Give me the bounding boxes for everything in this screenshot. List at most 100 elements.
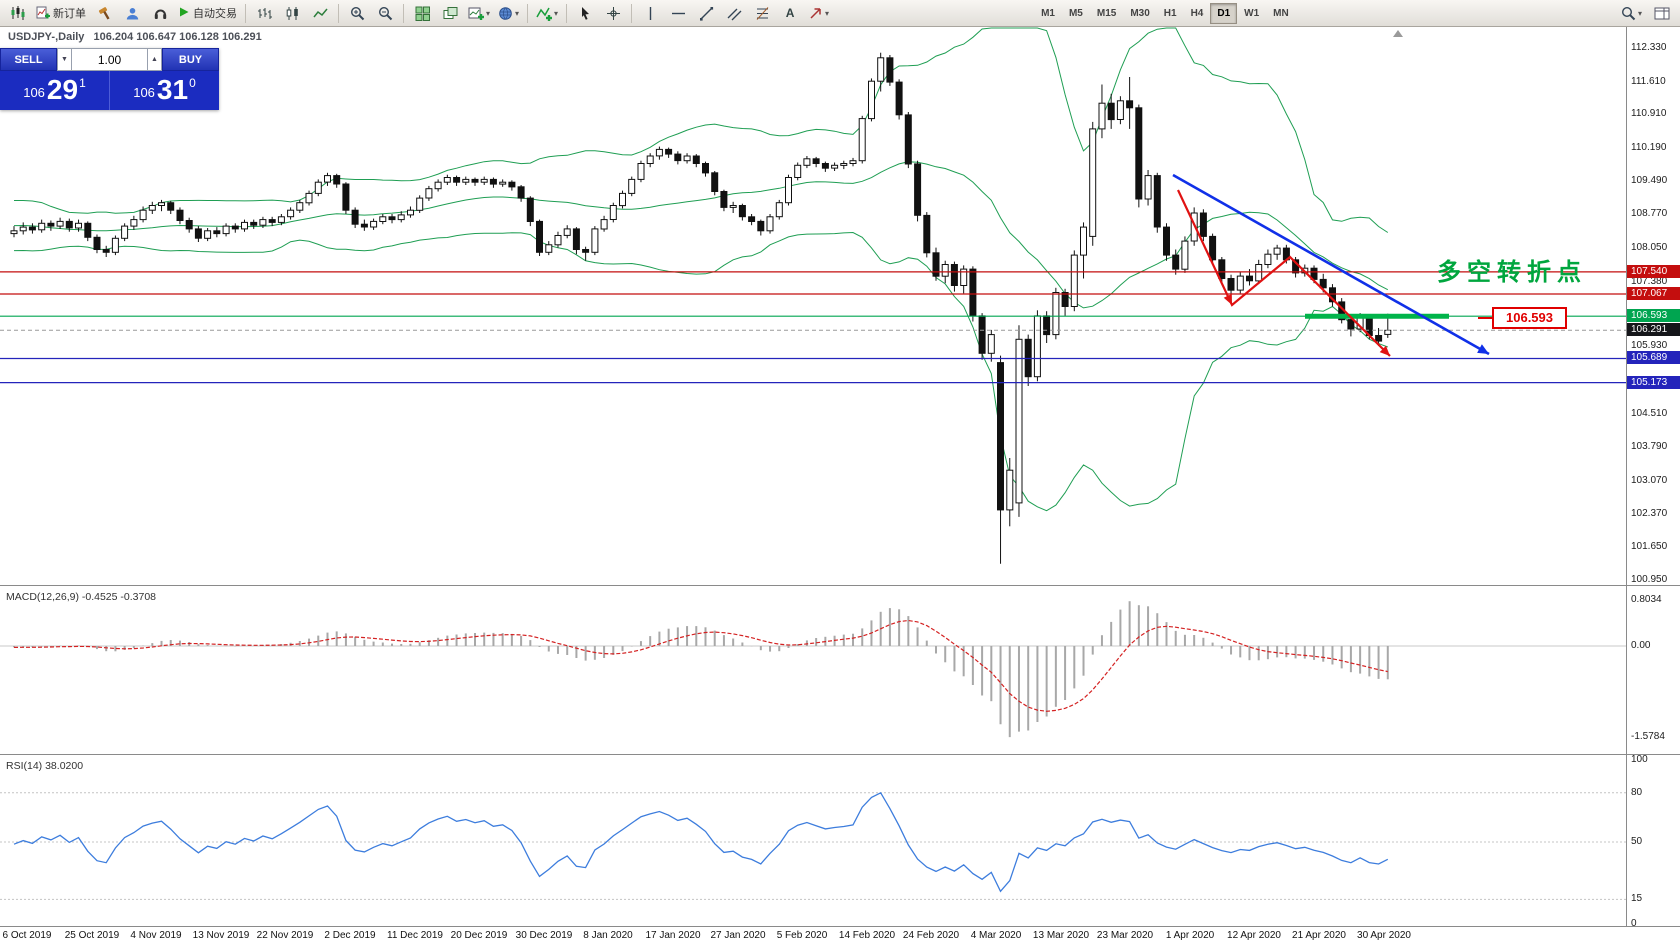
- one-click-trading-panel: SELL ▼ 1.00 ▲ BUY 106 29 1 106 31 0: [0, 48, 219, 110]
- price-tick: 107.380: [1631, 276, 1668, 287]
- price-badge: 106.291: [1627, 323, 1680, 336]
- new-chart-button[interactable]: ▾: [465, 2, 493, 24]
- toolbar-separator: [631, 3, 633, 23]
- profiles-icon[interactable]: ▾: [495, 2, 522, 24]
- contacts-icon[interactable]: [119, 2, 145, 24]
- sell-price[interactable]: 106 29 1: [0, 71, 109, 110]
- date-label: 8 Jan 2020: [583, 930, 633, 941]
- new-order-button[interactable]: 新订单: [33, 2, 89, 24]
- date-label: 1 Apr 2020: [1165, 930, 1215, 941]
- volume-increase-button[interactable]: ▲: [147, 48, 162, 71]
- auto-trading-label: 自动交易: [193, 8, 237, 20]
- tools-hammer-icon[interactable]: [91, 2, 117, 24]
- cursor-tool-icon[interactable]: [572, 2, 598, 24]
- candles: [10, 52, 1392, 564]
- turning-point-annotation[interactable]: 多空转折点: [1437, 259, 1587, 286]
- price-tick: 110.910: [1631, 108, 1667, 119]
- app-icon: [5, 2, 31, 24]
- cascade-windows-icon[interactable]: [437, 2, 463, 24]
- panels-layout-icon[interactable]: [1649, 2, 1675, 24]
- zoom-in-icon[interactable]: [344, 2, 370, 24]
- scroll-marker-icon[interactable]: [1393, 30, 1403, 37]
- date-label: 12 Apr 2020: [1227, 930, 1281, 941]
- horizontal-line-tool-icon[interactable]: [665, 2, 691, 24]
- timeframe-button-M1[interactable]: M1: [1041, 7, 1055, 19]
- toolbar: 新订单 自动交易: [0, 0, 1680, 27]
- zoom-out-icon[interactable]: [372, 2, 398, 24]
- arrowhead: [1379, 345, 1390, 356]
- timeframe-button-M5[interactable]: M5: [1068, 7, 1083, 19]
- date-label: 5 Feb 2020: [776, 930, 828, 941]
- timeframe-button-H1[interactable]: H1: [1163, 7, 1177, 19]
- date-label: 6 Oct 2019: [2, 930, 52, 941]
- price-badge: 107.067: [1627, 287, 1680, 300]
- red-trend-arrows[interactable]: [1177, 189, 1391, 357]
- price-tick: 111.610: [1631, 76, 1666, 87]
- price-tick: 108.770: [1631, 208, 1668, 219]
- crosshair-tool-icon[interactable]: [600, 2, 626, 24]
- sell-button[interactable]: SELL: [0, 48, 57, 71]
- bollinger-lower-band: [13, 231, 1388, 512]
- chevron-down-icon: ▾: [825, 8, 830, 18]
- fibonacci-tool-icon[interactable]: [749, 2, 775, 24]
- bollinger-middle-band: [13, 161, 1389, 309]
- price-tick: 103.070: [1631, 475, 1668, 486]
- indicators-button[interactable]: ▾: [533, 2, 561, 24]
- chevron-down-icon: ▾: [1637, 8, 1642, 18]
- price-tick: 101.650: [1631, 541, 1668, 552]
- buy-price[interactable]: 106 31 0: [110, 71, 219, 110]
- support-headset-icon[interactable]: [147, 2, 173, 24]
- bar-chart-mode-icon[interactable]: [251, 2, 277, 24]
- date-label: 23 Mar 2020: [1096, 930, 1154, 941]
- macd-indicator-label: MACD(12,26,9) -0.4525 -0.3708: [6, 591, 156, 603]
- auto-trading-button[interactable]: 自动交易: [175, 2, 240, 24]
- arrows-tool-icon[interactable]: ▾: [805, 2, 832, 24]
- price-tick: 112.330: [1631, 42, 1667, 53]
- blue-trend-arrow[interactable]: [1172, 173, 1490, 356]
- vertical-line-tool-icon[interactable]: [637, 2, 663, 24]
- arrowhead: [1223, 294, 1232, 305]
- date-label: 13 Nov 2019: [192, 930, 250, 941]
- trendline-tool-icon[interactable]: [693, 2, 719, 24]
- date-label: 14 Feb 2020: [838, 930, 896, 941]
- buy-price-point: 0: [189, 76, 196, 90]
- price-tick: 100.950: [1631, 574, 1668, 585]
- timeframe-button-MN[interactable]: MN: [1273, 7, 1289, 19]
- ohlc-values: 106.204 106.647 106.128 106.291: [93, 31, 262, 43]
- toolbar-separator: [566, 3, 568, 23]
- date-axis[interactable]: 6 Oct 2019 25 Oct 2019 4 Nov 2019 13 Nov 20…: [0, 928, 1626, 948]
- channel-tool-icon[interactable]: [721, 2, 747, 24]
- rsi-indicator-label: RSI(14) 38.0200: [6, 760, 84, 772]
- timeframe-button-D1[interactable]: D1: [1210, 2, 1238, 24]
- date-label: 2 Dec 2019: [324, 930, 376, 941]
- price-badge: 105.173: [1627, 376, 1680, 389]
- text-label-tool-icon[interactable]: A: [785, 6, 795, 20]
- timeframe-button-M30[interactable]: M30: [1130, 7, 1150, 19]
- price-tag-label[interactable]: 106.593: [1492, 307, 1567, 329]
- candlestick-mode-icon[interactable]: [279, 2, 305, 24]
- toolbar-separator: [338, 3, 339, 23]
- timeframe-button-M15[interactable]: M15: [1096, 7, 1117, 19]
- search-icon[interactable]: ▾: [1618, 2, 1645, 24]
- buy-button[interactable]: BUY: [162, 48, 219, 71]
- chevron-down-icon: ▾: [554, 8, 559, 18]
- timeframe-button-W1[interactable]: W1: [1244, 7, 1260, 19]
- toolbar-right-group: ▾: [1618, 2, 1675, 24]
- toolbar-separator: [527, 3, 529, 23]
- timeframe-toolbar: M1 M5 M15 M30 H1 H4 D1 W1 MN: [1034, 2, 1296, 24]
- tile-windows-icon[interactable]: [409, 2, 435, 24]
- line-chart-mode-icon[interactable]: [307, 2, 333, 24]
- price-axis[interactable]: 112.330 111.610 110.910 110.190 109.490 108.7…: [1627, 27, 1680, 929]
- timeframe-button-H4[interactable]: H4: [1190, 7, 1204, 19]
- volume-decrease-button[interactable]: ▼: [57, 48, 72, 71]
- rsi-scale-label: 50: [1631, 836, 1643, 847]
- price-tick: 105.930: [1631, 340, 1668, 351]
- price-badge: 105.689: [1627, 351, 1680, 364]
- price-tick: 103.790: [1631, 441, 1668, 452]
- volume-input[interactable]: 1.00: [72, 48, 147, 71]
- macd-signal-line: [13, 619, 1388, 712]
- panel-divider: [109, 71, 110, 110]
- price-tick: 109.490: [1631, 175, 1668, 186]
- date-label: 13 Mar 2020: [1032, 930, 1090, 941]
